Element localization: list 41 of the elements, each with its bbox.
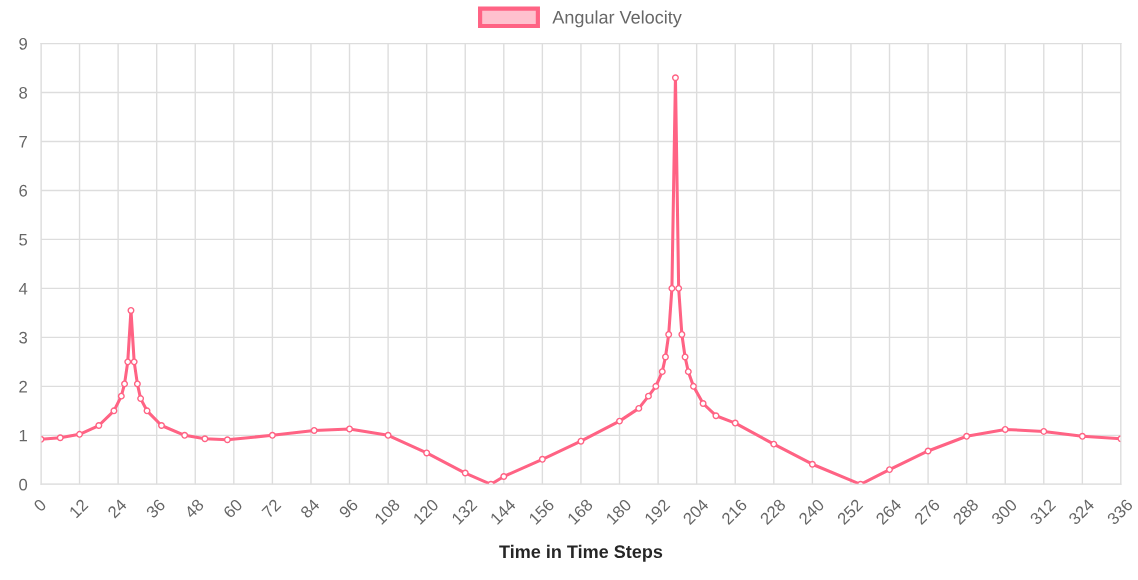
x-tick-label: 72 — [261, 498, 282, 519]
x-tick-label: 324 — [1067, 498, 1096, 526]
y-tick-label: 8 — [19, 86, 28, 99]
x-tick-label: 276 — [913, 498, 941, 526]
x-tick-label: 336 — [1106, 498, 1134, 526]
y-tick-label: 2 — [19, 380, 27, 393]
x-tick-label: 192 — [643, 498, 671, 525]
x-tick-label: 228 — [759, 498, 787, 526]
y-tick-label: 9 — [19, 37, 27, 50]
x-tick-label: 120 — [412, 498, 440, 525]
x-tick-label: 312 — [1029, 498, 1057, 526]
y-tick-label: 0 — [19, 478, 28, 491]
x-tick-label: 84 — [299, 498, 321, 519]
x-tick-label: 48 — [183, 498, 205, 519]
x-tick-label: 144 — [489, 498, 517, 525]
x-tick-label: 180 — [605, 498, 633, 525]
y-tick-label: 7 — [19, 136, 27, 148]
x-tick-label: 132 — [451, 498, 478, 525]
x-tick-label: 264 — [875, 498, 903, 526]
x-tick-label: 12 — [68, 498, 89, 519]
x-tick-label: 24 — [106, 498, 128, 519]
legend-label: Angular Velocity — [552, 10, 682, 28]
x-tick-label: 240 — [797, 498, 825, 526]
y-tick-label: 1 — [19, 429, 27, 442]
x-tick-label: 36 — [145, 498, 166, 519]
x-tick-label: 156 — [528, 498, 555, 525]
x-tick-label: 108 — [373, 498, 401, 525]
x-tick-label: 288 — [952, 498, 980, 526]
x-tick-label: 168 — [566, 498, 594, 525]
y-tick-label: 5 — [19, 233, 28, 246]
x-tick-label: 60 — [222, 498, 244, 519]
x-tick-label: 0 — [32, 498, 47, 513]
x-tick-label: 300 — [990, 498, 1018, 526]
x-tick-label: 204 — [682, 498, 710, 526]
y-tick-label: 3 — [19, 331, 28, 344]
y-tick-label: 6 — [19, 184, 28, 197]
x-tick-label: 252 — [836, 498, 864, 526]
y-tick-label: 4 — [18, 282, 28, 295]
x-tick-label: 216 — [720, 498, 748, 526]
x-axis-title: Time in Time Steps — [499, 544, 663, 562]
x-tick-label: 96 — [338, 498, 359, 519]
